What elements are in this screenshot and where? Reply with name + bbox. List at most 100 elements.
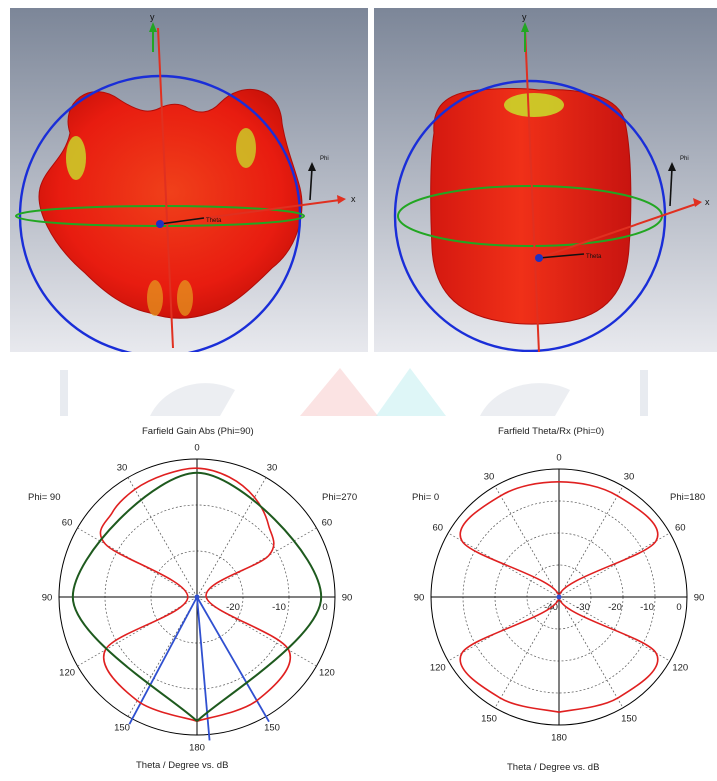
polar-radial-tick-label: -10 — [272, 602, 286, 613]
polar-radial-tick-label: 0 — [322, 602, 327, 613]
origin-point-right — [535, 254, 543, 262]
x-axis-letter: x — [351, 194, 356, 204]
polar-left-label: Phi= 90 — [28, 492, 61, 503]
polar-angle-tick-label: 60 — [62, 518, 73, 529]
pattern-highlight-bottom-left — [147, 280, 163, 316]
polar-chart-left: Phi= 90 Phi=270 0 30 60 90 120 150 180 150 120 90… — [0, 440, 400, 776]
x-axis-arrow-icon-right — [693, 198, 702, 207]
polar-center-point — [194, 594, 200, 600]
polar-angle-tick-label: 150 — [481, 714, 497, 725]
polar-angle-tick-label: 150 — [264, 722, 280, 733]
polar-spoke — [558, 532, 671, 598]
x-axis-letter-right: x — [705, 197, 710, 207]
farfield-3d-view-right[interactable]: y x Phi Theta — [374, 8, 717, 352]
polar-title-left: Farfield Gain Abs (Phi=90) — [142, 426, 254, 437]
pattern-highlight-left — [66, 136, 86, 180]
theta-vector-line-right — [538, 253, 585, 259]
polar-radial-tick-label: 0 — [676, 602, 681, 613]
phi-vector-label: Phi — [320, 156, 329, 162]
polar-angle-tick-label: 60 — [322, 518, 333, 529]
polar-radial-tick-label: -10 — [640, 602, 654, 613]
farfield-3d-canvas-left: y x Phi Theta — [10, 8, 368, 352]
polar-title-right: Farfield Theta/Rx (Phi=0) — [498, 426, 605, 437]
polar-angle-tick-label: 90 — [342, 593, 353, 604]
polar-spoke — [494, 485, 560, 598]
watermark-band — [60, 368, 648, 416]
beam-direction-line — [196, 596, 270, 723]
watermark-shape-5 — [480, 383, 570, 416]
polar-angle-tick-label: 90 — [414, 593, 425, 604]
polar-angle-tick-label: 0 — [194, 443, 199, 454]
pattern-highlight-bottom-right — [177, 280, 193, 316]
polar-spoke — [447, 596, 560, 662]
bounding-sphere-right — [393, 79, 667, 352]
polar-chart-right: Phi= 0 Phi=180 0 30 60 90 120 150 180 150 120 90 6… — [400, 440, 717, 776]
watermark-shape-1 — [60, 370, 68, 416]
phi-vector-label-right: Phi — [680, 156, 689, 162]
watermark-shape-3 — [300, 368, 378, 416]
farfield-3d-view-left[interactable]: y x Phi Theta — [10, 8, 368, 352]
farfield-3d-canvas-right: y x Phi Theta — [374, 8, 717, 352]
polar-spoke — [77, 596, 198, 667]
polar-angle-tick-label: 120 — [319, 668, 335, 679]
polar-radial-tick-label: -20 — [226, 602, 240, 613]
polar-angle-tick-label: 30 — [484, 471, 495, 482]
theta-vector-line — [159, 217, 205, 225]
polar-center-point — [556, 594, 562, 600]
watermark-shape-6 — [640, 370, 648, 416]
polar-angle-tick-label: 30 — [624, 471, 635, 482]
polar-spoke — [558, 596, 671, 662]
polar-angle-tick-label: 60 — [675, 523, 686, 534]
polar-angle-tick-label: 60 — [432, 523, 443, 534]
polar-spoke — [127, 477, 198, 598]
pattern-highlight-right — [236, 128, 256, 168]
polar-angle-tick-label: 90 — [42, 593, 53, 604]
theta-vector-label: Theta — [206, 218, 222, 224]
polar-angle-tick-label: 90 — [694, 593, 705, 604]
polar-radial-tick-label: -30 — [576, 602, 590, 613]
polar-spoke — [196, 596, 317, 667]
polar-series-1 — [71, 471, 323, 722]
phi-arrow-icon — [308, 162, 316, 171]
x-axis-line-right — [538, 203, 697, 259]
polar-series-0 — [459, 480, 659, 713]
radiation-pattern-surface-right — [430, 88, 632, 325]
polar-plot-left: Phi= 90 Phi=270 0 30 60 90 120 150 180 150 120 90… — [28, 443, 357, 754]
phi-arrow-icon-right — [668, 162, 676, 171]
polar-series-0 — [99, 467, 292, 722]
polar-angle-tick-label: 0 — [556, 453, 561, 464]
polar-xlabel-right: Theta / Degree vs. dB — [507, 762, 600, 773]
phi-vector-line — [309, 167, 313, 201]
polar-angle-tick-label: 30 — [267, 463, 278, 474]
phi-vector-line-right — [669, 167, 673, 207]
polar-spoke — [127, 596, 198, 717]
polar-right-label-right: Phi=180 — [670, 492, 705, 503]
polar-spoke — [447, 532, 560, 598]
polar-angle-tick-label: 180 — [551, 733, 567, 744]
polar-angle-tick-label: 150 — [114, 722, 130, 733]
polar-xlabel-left: Theta / Degree vs. dB — [136, 760, 229, 771]
polar-angle-tick-label: 120 — [430, 663, 446, 674]
polar-angle-tick-label: 120 — [672, 663, 688, 674]
polar-plot-right: Phi= 0 Phi=180 0 30 60 90 120 150 180 150 120 90 6… — [412, 453, 705, 744]
polar-spoke — [558, 596, 624, 709]
x-axis-arrow-icon — [337, 195, 346, 204]
polar-angle-tick-label: 180 — [189, 743, 205, 754]
polar-angle-tick-label: 150 — [621, 714, 637, 725]
polar-spoke — [494, 596, 560, 709]
y-axis-arrow-icon-right — [521, 22, 529, 32]
polar-radial-tick-label: -20 — [608, 602, 622, 613]
pattern-highlight-top — [504, 93, 564, 117]
y-axis-arrow-icon — [149, 22, 157, 32]
watermark-shape-2 — [150, 383, 235, 416]
y-axis-letter-right: y — [522, 12, 527, 22]
theta-vector-label-right: Theta — [586, 254, 602, 260]
polar-angle-tick-label: 30 — [117, 463, 128, 474]
beam-direction-line — [128, 596, 198, 725]
polar-left-label-right: Phi= 0 — [412, 492, 439, 503]
z-axis-line — [157, 27, 174, 349]
z-axis-line-right — [524, 27, 540, 352]
polar-spoke — [558, 485, 624, 598]
origin-point — [156, 220, 164, 228]
beam-direction-line — [196, 596, 211, 741]
